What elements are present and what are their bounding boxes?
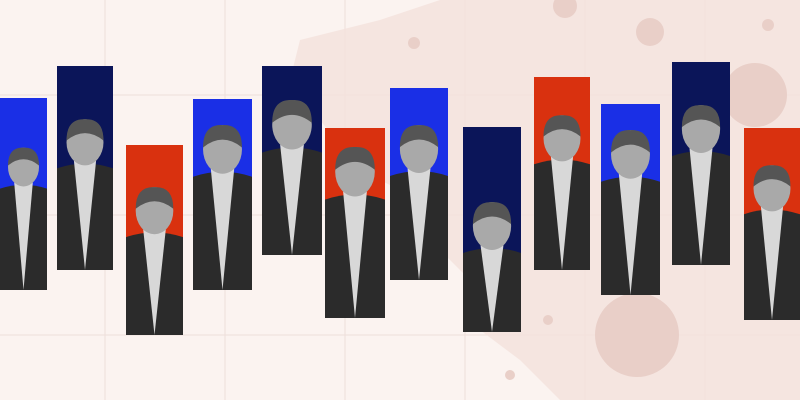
candidate-collar (73, 160, 97, 270)
candidate-photo (601, 130, 660, 295)
candidate-bar-3 (126, 145, 183, 335)
candidate-bar-5 (262, 66, 322, 255)
map-dot (723, 63, 787, 127)
candidate-hair (472, 202, 512, 225)
candidate-bar-10 (601, 104, 660, 295)
candidate-bar-9 (534, 77, 590, 270)
candidate-bar-8 (463, 127, 521, 332)
candidate-collar (407, 168, 431, 280)
candidate-hair (543, 115, 581, 137)
candidate-hair (7, 147, 40, 166)
candidate-hair (681, 105, 721, 128)
candidate-bar-7 (390, 88, 448, 280)
candidate-collar (343, 191, 367, 318)
candidate-photo (262, 99, 322, 255)
candidate-collar (550, 156, 574, 270)
candidate-photo (534, 115, 590, 270)
candidate-hair (135, 187, 174, 209)
candidate-photo (325, 146, 385, 318)
candidate-photo (463, 202, 521, 332)
candidate-hair (203, 125, 242, 148)
candidate-collar (760, 206, 784, 320)
candidate-hair (753, 165, 791, 187)
candidate-photo (193, 125, 252, 290)
map-dot (595, 293, 679, 377)
map-dot (762, 19, 774, 31)
candidate-hair (399, 125, 439, 148)
candidate-photo (57, 119, 113, 270)
candidate-collar (210, 168, 235, 290)
candidate-collar (618, 173, 643, 295)
candidate-hair (335, 146, 375, 170)
candidate-hair (272, 99, 312, 123)
candidate-photo (126, 187, 183, 335)
map-dot (553, 0, 577, 18)
candidate-photo (744, 165, 800, 320)
candidate-hair (611, 130, 650, 153)
candidate-photo (390, 125, 448, 280)
candidate-bar-1 (0, 98, 47, 290)
map-dot (636, 18, 664, 46)
candidate-photo (0, 147, 47, 290)
map-dot (543, 315, 553, 325)
map-dot (408, 37, 420, 49)
candidate-bar-12 (744, 128, 800, 320)
candidate-bar-11 (672, 62, 730, 265)
candidate-bar-2 (57, 66, 113, 270)
candidate-bar-6 (325, 128, 385, 318)
candidate-hair (66, 119, 104, 141)
candidate-collar (280, 144, 304, 255)
candidate-collar (480, 245, 504, 332)
candidate-photo (672, 105, 730, 265)
candidate-collar (14, 182, 33, 290)
candidate-bar-4 (193, 99, 252, 290)
map-dot (505, 370, 515, 380)
candidate-collar (689, 148, 713, 265)
candidate-collar (143, 229, 166, 335)
